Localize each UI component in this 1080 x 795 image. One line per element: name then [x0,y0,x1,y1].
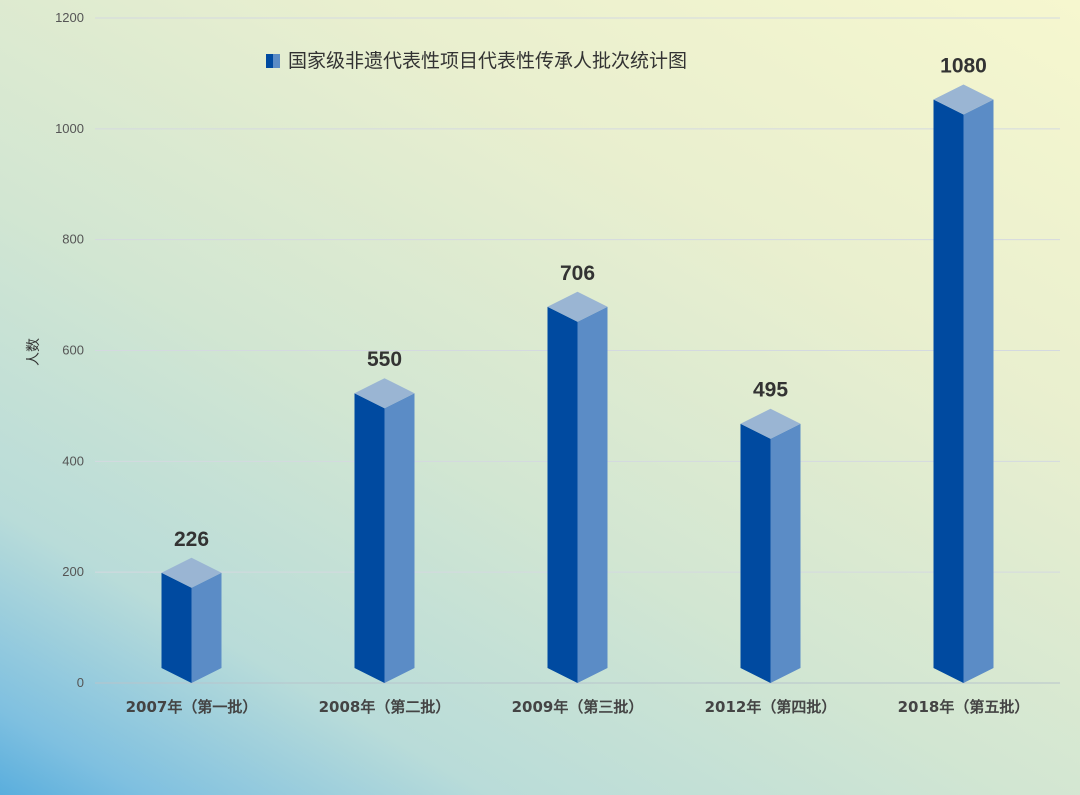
y-tick-label: 1200 [55,10,84,25]
bar-value-label: 1080 [940,55,987,78]
y-tick-label: 0 [77,675,84,690]
y-axis-ticks: 0 200 400 600 800 1000 1200 [55,10,84,690]
y-tick-label: 200 [62,564,84,579]
bar-top-face [547,291,608,322]
bar-value-label: 706 [560,262,595,285]
bar-front-face [547,306,578,683]
legend-swatch-side [273,54,280,68]
bar-top-face [740,408,801,439]
y-axis-label: 人数 [26,338,42,366]
chart-title: 国家级非遗代表性项目代表性传承人批次统计图 [288,50,687,72]
x-tick-label: 2018年（第五批） [898,698,1030,716]
bar-side-face [384,393,415,683]
bar-top-face [933,84,994,115]
y-tick-label: 400 [62,453,84,468]
bar-side-face [963,99,994,683]
bar [547,291,608,683]
bar-value-label: 550 [367,348,402,371]
bar-value-label: 226 [174,528,209,551]
x-tick-label: 2008年（第二批） [319,698,451,716]
x-axis-categories: 2007年（第一批） 2008年（第二批） 2009年（第三批） 2012年（第四批）… [126,698,1030,716]
legend-swatch-front [266,54,273,68]
x-tick-label: 2007年（第一批） [126,698,258,716]
bars: 226 550 706 495 1080 [161,55,994,683]
bar [933,84,994,683]
bar [161,557,222,683]
y-tick-label: 1000 [55,121,84,136]
bar [354,378,415,683]
x-tick-label: 2009年（第三批） [512,698,644,716]
bar [740,408,801,683]
bar-side-face [577,306,608,683]
bar-front-face [933,99,964,683]
y-tick-label: 800 [62,232,84,247]
x-tick-label: 2012年（第四批） [705,698,837,716]
bar-front-face [740,423,771,683]
bar-top-face [161,557,222,588]
bar-value-label: 495 [753,379,788,402]
bar-side-face [770,423,801,683]
legend: 国家级非遗代表性项目代表性传承人批次统计图 [266,50,687,72]
bar-front-face [161,572,192,683]
bar-top-face [354,378,415,409]
y-tick-label: 600 [62,343,84,358]
bar-side-face [191,572,222,683]
bar-front-face [354,393,385,683]
